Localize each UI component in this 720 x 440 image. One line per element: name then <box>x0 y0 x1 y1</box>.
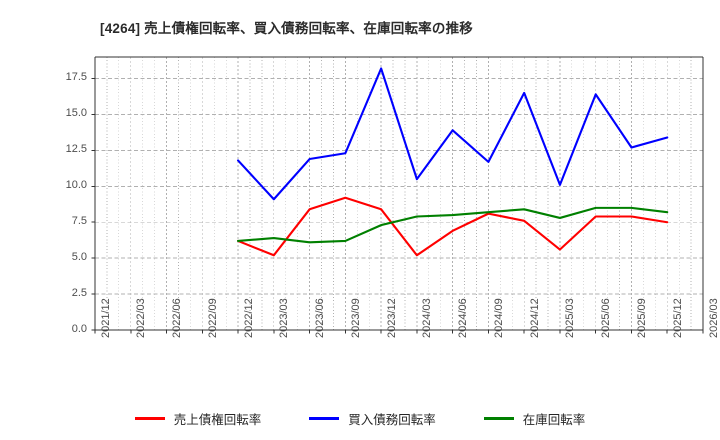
x-axis-tick-label: 2023/12 <box>385 298 398 338</box>
x-axis-tick-label: 2023/09 <box>349 298 362 338</box>
x-axis-tick-label: 2024/09 <box>492 298 505 338</box>
legend-item[interactable]: 買入債務回転率 <box>309 409 436 428</box>
x-axis-tick-label: 2021/12 <box>99 298 112 338</box>
legend-label: 在庫回転率 <box>522 412 586 427</box>
y-axis-tick-label: 5.0 <box>71 250 87 263</box>
axis-spines <box>94 56 704 331</box>
series-line <box>237 206 669 244</box>
legend-label: 売上債権回転率 <box>173 412 262 427</box>
series-line <box>237 196 669 257</box>
y-axis-tick-label: 17.5 <box>65 71 87 84</box>
x-axis-tick-label: 2025/09 <box>635 298 648 338</box>
y-axis-tick-label: 0.0 <box>71 322 87 335</box>
chart-title: [4264] 売上債権回転率、買入債務回転率、在庫回転率の推移 <box>100 21 473 36</box>
x-axis-tick-label: 2025/06 <box>600 298 613 338</box>
legend-item[interactable]: 売上債権回転率 <box>134 409 262 428</box>
x-axis-tick-label: 2023/06 <box>314 298 327 338</box>
x-axis-tick-label: 2023/03 <box>278 298 291 338</box>
x-axis-tick-label: 2024/06 <box>457 298 470 338</box>
x-axis-tick-label: 2022/09 <box>206 298 219 338</box>
x-axis-tick-label: 2022/03 <box>135 298 148 338</box>
y-axis-tick-label: 15.0 <box>65 106 87 119</box>
x-axis-tick-label: 2024/12 <box>528 298 541 338</box>
y-axis-tick-label: 2.5 <box>71 286 87 299</box>
legend-color-swatch-icon <box>309 416 340 420</box>
x-axis-tick-label: 2026/03 <box>707 298 720 338</box>
x-axis-tick-label: 2024/03 <box>421 298 434 338</box>
x-axis-tick-label: 2025/03 <box>564 298 577 338</box>
x-axis-tick-label: 2022/12 <box>242 298 255 338</box>
x-axis-tick-label: 2022/06 <box>171 298 184 338</box>
y-axis-tick-label: 7.5 <box>71 214 87 227</box>
y-axis-tick-label: 12.5 <box>65 142 87 155</box>
legend-color-swatch-icon <box>483 416 514 420</box>
x-axis-tick-label: 2025/12 <box>671 298 684 338</box>
series-line <box>237 67 669 201</box>
legend-item[interactable]: 在庫回転率 <box>483 409 586 428</box>
legend-label: 買入債務回転率 <box>348 412 436 427</box>
axis-tick-marks <box>91 78 704 334</box>
y-axis-tick-label: 10.0 <box>65 178 87 191</box>
grid-lines <box>95 57 703 330</box>
data-series-layer <box>237 67 669 257</box>
legend-color-swatch-icon <box>134 416 165 420</box>
chart-legend: 売上債権回転率 買入債務回転率 在庫回転率 <box>0 404 720 432</box>
